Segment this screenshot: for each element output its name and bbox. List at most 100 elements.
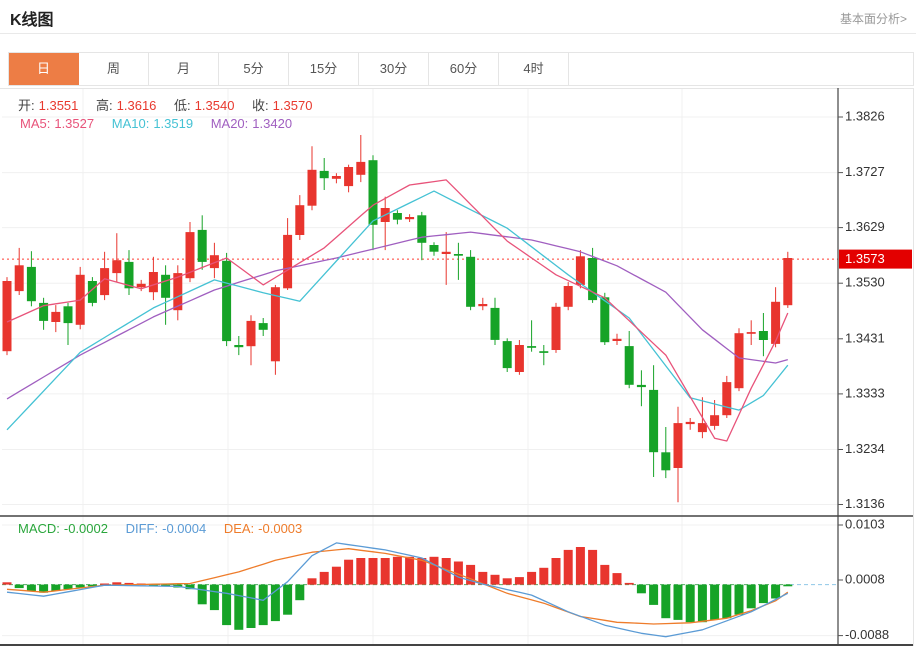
candle-body [112,260,122,274]
macd-bar [100,583,110,585]
macd-bar [649,584,659,605]
macd-bar [246,584,256,628]
candle-body [14,265,24,292]
candle-body [673,423,683,468]
macd-bar [331,566,341,585]
dea-line [6,548,789,625]
candlestick-series [2,135,793,503]
close-value: 1.3570 [272,98,313,113]
candle-body [575,256,585,285]
macd-lines [6,542,789,638]
macd-bar [661,584,671,619]
ma-lines [6,179,789,442]
tab-month[interactable]: 月 [149,53,219,85]
macd-bar [478,571,488,585]
macd-axis-label: -0.0088 [845,627,889,642]
open-label: 开: [18,98,35,113]
fundamental-analysis-link[interactable]: 基本面分析> [839,12,907,26]
macd-bar [771,584,781,599]
y-axis-label: 1.3826 [845,108,885,123]
candle-body [746,332,756,334]
macd-bar [600,564,610,585]
macd-bar [466,564,476,585]
ohlc-legend: 开: 1.3551 高: 1.3616 低: 1.3540 收: 1.3570 [18,95,316,114]
diff-line [6,542,789,638]
tab-day[interactable]: 日 [9,53,79,85]
candle-body [392,213,402,220]
candle-body [173,273,183,311]
candle-body [161,274,171,298]
candle-body [502,341,512,369]
ma5-line [6,179,789,442]
candle-body [697,423,707,433]
close-label: 收: [252,98,269,113]
candle-body [234,345,244,348]
candle-body [136,283,146,288]
macd-bar [368,558,378,585]
diff-value: -0.0004 [162,521,207,536]
macd-bar [185,584,195,590]
ma10-value: 1.3519 [153,116,194,131]
macd-bar [453,561,463,585]
macd-bar [685,584,695,623]
macd-bar [490,574,500,585]
candle-body [87,281,97,303]
period-tab-bar: 日周月 5分 15分 30分 60分 4时 [8,52,914,86]
candle-body [551,306,561,350]
candle-body [514,345,524,372]
macd-bar [783,584,793,587]
candle-body [783,258,793,306]
y-axis-label: 1.3234 [845,441,885,456]
candle-body [356,161,366,175]
candle-body [307,169,317,206]
ma20-label: MA20: [210,116,249,131]
open-value: 1.3551 [38,98,79,113]
candle-body [588,258,598,301]
macd-bar [588,549,598,585]
candle-body [563,286,573,307]
macd-bar [2,582,12,585]
candle-body [441,251,451,254]
candle-body [722,382,732,416]
candle-body [246,320,256,347]
dea-value: -0.0003 [258,521,303,536]
tab-5min[interactable]: 5分 [219,53,289,85]
candle-body [258,323,268,330]
candle-body [685,421,695,425]
candle-body [478,304,488,307]
tab-week[interactable]: 周 [79,53,149,85]
candle-body [527,346,537,348]
macd-bar [429,556,439,585]
candle-body [539,351,549,353]
macd-bar [710,584,720,620]
macd-bar [270,584,280,622]
tab-30min[interactable]: 30分 [359,53,429,85]
tab-15min[interactable]: 15分 [289,53,359,85]
macd-bar [405,556,415,585]
header-divider [0,33,916,34]
tab-4hour[interactable]: 4时 [499,53,569,85]
tab-60min[interactable]: 60分 [429,53,499,85]
macd-bar [87,584,97,587]
candle-body [490,307,500,340]
candle-body [270,287,280,362]
candle-body [649,389,659,453]
candle-body [209,255,219,269]
macd-bar [112,582,122,585]
macd-bar [222,584,232,626]
macd-legend: MACD: -0.0002 DIFF: -0.0004 DEA: -0.0003 [18,521,306,536]
macd-bar [697,584,707,623]
candle-body [771,301,781,344]
macd-bar [758,584,768,604]
macd-bar [51,584,61,591]
macd-label: MACD: [18,521,60,536]
macd-bar [283,584,293,615]
candle-body [734,333,744,389]
high-value: 1.3616 [116,98,157,113]
candle-body [600,297,610,343]
macd-bar [612,573,622,585]
low-value: 1.3540 [194,98,235,113]
candle-body [148,272,158,293]
candle-body [368,160,378,225]
